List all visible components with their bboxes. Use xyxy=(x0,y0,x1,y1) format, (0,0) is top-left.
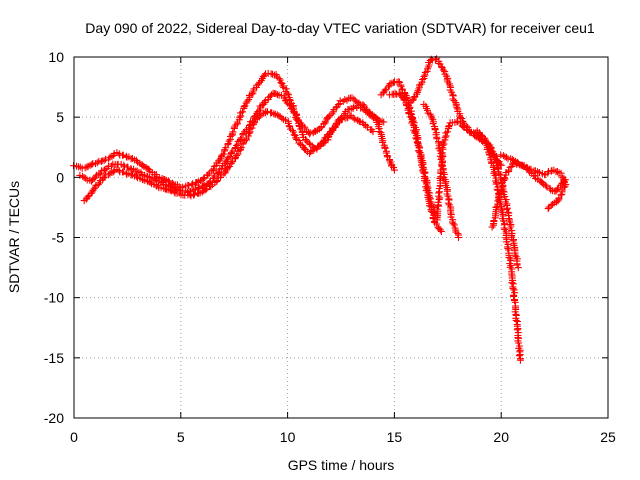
y-tick-label: 0 xyxy=(56,169,64,185)
x-tick-label: 0 xyxy=(70,429,78,445)
series-track-6 xyxy=(373,118,398,174)
x-tick-label: 20 xyxy=(493,429,509,445)
marker-path xyxy=(473,127,524,364)
x-tick-label: 5 xyxy=(177,429,185,445)
marker-path xyxy=(76,89,383,196)
x-tick-label: 25 xyxy=(600,429,616,445)
grid xyxy=(74,57,608,418)
marker-path xyxy=(373,118,398,174)
marker-path xyxy=(80,107,377,205)
y-axis-label: SDTVAR / TECUs xyxy=(6,181,22,293)
series-track-9 xyxy=(473,127,524,364)
series-track-11 xyxy=(497,151,570,213)
series-track-3 xyxy=(80,107,377,205)
x-tick-label: 15 xyxy=(387,429,403,445)
marker-path xyxy=(497,151,570,213)
x-axis-label: GPS time / hours xyxy=(288,457,395,473)
x-axis-tick-labels: 0 5 10 15 20 25 xyxy=(70,429,616,445)
series-track-2 xyxy=(76,89,383,196)
y-tick-label: -15 xyxy=(44,350,64,366)
series-track-8 xyxy=(420,100,462,241)
chart-title: Day 090 of 2022, Sidereal Day-to-day VTE… xyxy=(85,20,595,36)
marker-path xyxy=(420,100,462,241)
y-axis-tick-labels: -20 -15 -10 -5 0 5 10 xyxy=(44,49,64,426)
y-tick-label: -5 xyxy=(52,230,65,246)
axis-ticks xyxy=(73,56,609,419)
y-tick-label: 5 xyxy=(56,109,64,125)
y-tick-label: -20 xyxy=(44,410,64,426)
x-tick-label: 10 xyxy=(280,429,296,445)
y-tick-label: 10 xyxy=(48,49,64,65)
data-series xyxy=(70,55,570,364)
y-tick-label: -10 xyxy=(44,290,64,306)
